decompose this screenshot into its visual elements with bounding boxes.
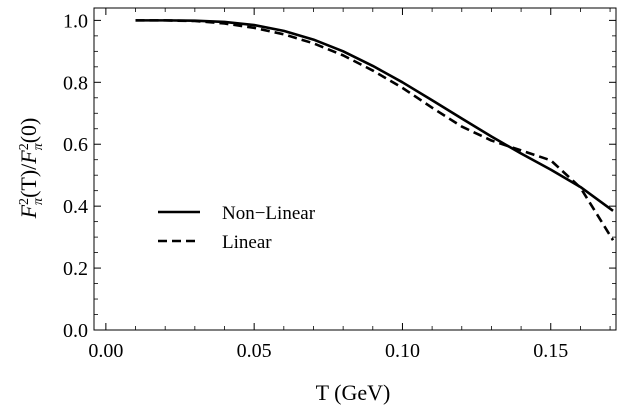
- series-nonlinear-line: [135, 19, 614, 212]
- y-tick-label: 0.0: [63, 320, 88, 342]
- y-tick-label: 0.6: [63, 134, 88, 156]
- x-tick-label: 0.00: [88, 340, 123, 362]
- x-tick-label: 0.15: [533, 340, 568, 362]
- y-tick-label: 0.2: [63, 258, 88, 280]
- series-linear-line: [135, 19, 615, 241]
- plot-frame-rect: [93, 7, 617, 331]
- x-tick-label: 0.05: [237, 340, 272, 362]
- legend-linear-label: Linear: [222, 232, 272, 253]
- legend-nonlinear-label: Non−Linear: [222, 203, 316, 224]
- series-layer: [135, 19, 615, 241]
- y-tick-label: 0.8: [63, 72, 88, 94]
- y-axis-ticks: 0.0 0.2 0.4 0.6 0.8 1.0: [63, 10, 616, 342]
- legend: Non−Linear Linear: [158, 203, 316, 253]
- y-axis-label: F2π(T)/F2π(0): [16, 118, 46, 220]
- y-tick-label: 1.0: [63, 10, 88, 32]
- plot-frame: [93, 7, 617, 331]
- x-tick-label: 0.10: [385, 340, 420, 362]
- y-tick-label: 0.4: [63, 196, 88, 218]
- x-axis-label: T (GeV): [316, 380, 391, 405]
- x-axis-ticks: 0.00 0.05 0.10 0.15: [88, 8, 611, 362]
